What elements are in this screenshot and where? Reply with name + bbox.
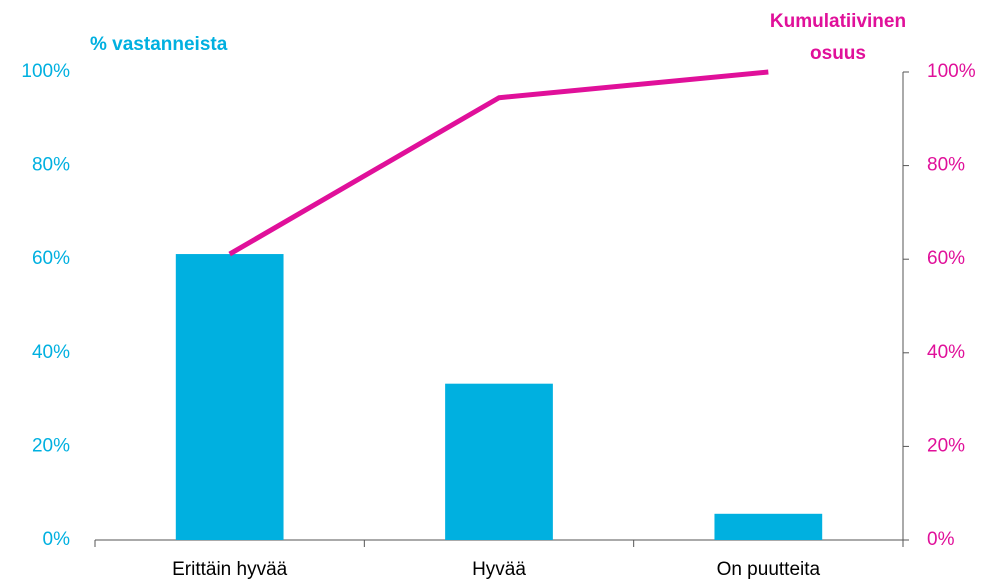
y2-tick-label: 100%	[927, 61, 976, 82]
y2-tick-label: 80%	[927, 155, 965, 176]
x-tick-label: On puutteita	[717, 559, 821, 580]
y-tick-label: 40%	[32, 342, 70, 363]
y-axis-label: % vastanneista	[90, 34, 228, 55]
y2-tick-label: 20%	[927, 435, 965, 456]
y-tick-label: 20%	[32, 435, 70, 456]
bar	[175, 254, 284, 540]
y2-axis-label: Kumulatiivinen	[770, 11, 906, 32]
y-tick-label: 0%	[43, 529, 71, 550]
y-tick-label: 100%	[21, 61, 70, 82]
x-tick-label: Erittäin hyvää	[172, 559, 288, 580]
y-tick-label: 80%	[32, 155, 70, 176]
y2-tick-label: 60%	[927, 248, 965, 269]
y2-tick-label: 40%	[927, 342, 965, 363]
bar	[445, 383, 553, 540]
cumulative-line	[228, 69, 769, 257]
y-tick-label: 60%	[32, 248, 70, 269]
y2-tick-label: 0%	[927, 529, 955, 550]
x-tick-label: Hyvää	[472, 559, 526, 580]
y2-axis-label: osuus	[810, 43, 866, 64]
bar	[714, 513, 823, 540]
